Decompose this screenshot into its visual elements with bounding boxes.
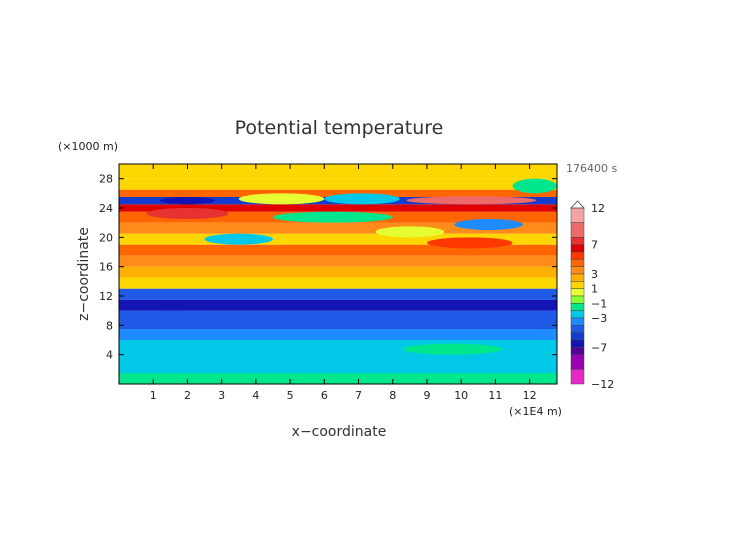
x-tick-label: 1 xyxy=(150,389,157,402)
y-tick-label: 20 xyxy=(99,231,113,244)
colorbar-swatch xyxy=(570,281,585,289)
colorbar-label: 12 xyxy=(591,202,605,215)
heatmap-band xyxy=(119,164,557,179)
heatmap-band xyxy=(119,222,557,234)
heatmap-patch xyxy=(160,197,215,205)
x-tick-label: 2 xyxy=(184,389,191,402)
colorbar-label: −1 xyxy=(591,297,607,310)
heatmap-patch xyxy=(454,219,523,230)
heatmap-band xyxy=(119,244,557,256)
heatmap-band xyxy=(119,266,557,278)
y-tick-label: 24 xyxy=(99,202,113,215)
colorbar-label: 3 xyxy=(591,268,598,281)
x-axis: 1 2 3 4 5 6 7 8 9 10 11 12 xyxy=(150,164,537,402)
y-tick-label: 4 xyxy=(106,349,113,362)
colorbar-swatch xyxy=(570,251,585,260)
colorbar-extend-arrow xyxy=(570,200,585,209)
heatmap-patch xyxy=(403,343,503,355)
heatmap-band xyxy=(119,178,557,190)
heatmap-band xyxy=(119,233,557,245)
heatmap-band xyxy=(119,329,557,340)
heatmap-patch xyxy=(426,237,513,249)
colorbar-swatch xyxy=(570,295,585,304)
colorbar-label: 1 xyxy=(591,283,598,296)
heatmap-band xyxy=(119,204,557,212)
heatmap-band xyxy=(119,288,557,300)
heatmap-band xyxy=(119,189,557,197)
colorbar-swatch xyxy=(570,207,585,223)
colorbar-swatch xyxy=(570,354,585,370)
colorbar-swatch xyxy=(570,339,585,348)
colorbar-swatch xyxy=(570,237,585,245)
y-axis: 4 8 12 16 20 24 28 xyxy=(99,173,557,362)
colorbar-label: −7 xyxy=(591,341,607,354)
colorbar-swatch xyxy=(570,222,585,238)
colorbar-swatch xyxy=(570,273,585,282)
colorbar-swatch xyxy=(570,266,585,275)
heatmap-band xyxy=(119,310,557,329)
colorbar-label: −12 xyxy=(591,378,614,391)
heatmap-patch xyxy=(146,208,229,219)
x-tick-label: 12 xyxy=(523,389,537,402)
heatmap-band xyxy=(119,277,557,289)
colorbar-swatch xyxy=(570,325,585,333)
chart-title: Potential temperature xyxy=(235,117,444,139)
y-tick-label: 8 xyxy=(106,319,113,332)
colorbar-swatch xyxy=(570,317,585,326)
x-tick-label: 8 xyxy=(389,389,396,402)
heatmap-band xyxy=(119,373,557,384)
x-axis-label: x−coordinate xyxy=(292,424,387,440)
x-tick-label: 5 xyxy=(287,389,294,402)
heatmap-patch xyxy=(272,211,393,223)
x-tick-label: 7 xyxy=(355,389,362,402)
colorbar: 12 7 3 1−1 −3 −7 −12 xyxy=(570,200,614,391)
heatmap-band xyxy=(119,255,557,267)
colorbar-swatch xyxy=(570,332,585,341)
x-tick-label: 9 xyxy=(423,389,430,402)
colorbar-swatch xyxy=(570,310,585,319)
heatmap-patch xyxy=(324,193,400,205)
colorbar-swatch xyxy=(570,259,585,267)
y-tick-label: 16 xyxy=(99,261,113,274)
x-tick-label: 10 xyxy=(454,389,468,402)
y-unit-label: (×1000 m) xyxy=(58,140,118,153)
heatmap-band xyxy=(119,340,557,373)
x-tick-label: 6 xyxy=(321,389,328,402)
heatmap-patch xyxy=(238,193,325,205)
heatmap-patch xyxy=(375,226,445,238)
plot-frame xyxy=(118,163,558,385)
heatmap xyxy=(119,164,557,384)
colorbar-swatch xyxy=(570,244,585,253)
heatmap-band xyxy=(119,299,557,311)
colorbar-swatch xyxy=(570,288,585,297)
y-tick-label: 12 xyxy=(99,290,113,303)
heatmap-patch xyxy=(204,233,273,245)
heatmap-patch xyxy=(406,196,537,205)
time-label: 176400 s xyxy=(566,162,617,175)
x-tick-label: 3 xyxy=(218,389,225,402)
heatmap-patch xyxy=(468,300,557,310)
colorbar-label: −3 xyxy=(591,312,607,325)
heatmap-patch xyxy=(125,301,222,311)
y-axis-label: z−coordinate xyxy=(76,227,92,321)
colorbar-label: 7 xyxy=(591,239,598,252)
x-tick-label: 11 xyxy=(488,389,502,402)
colorbar-swatch xyxy=(570,347,585,355)
heatmap-patch xyxy=(512,178,557,194)
y-tick-label: 28 xyxy=(99,173,113,186)
colorbar-swatch xyxy=(570,369,585,385)
x-tick-label: 4 xyxy=(252,389,259,402)
x-unit-label: (×1E4 m) xyxy=(509,405,562,418)
colorbar-swatch xyxy=(570,303,585,311)
